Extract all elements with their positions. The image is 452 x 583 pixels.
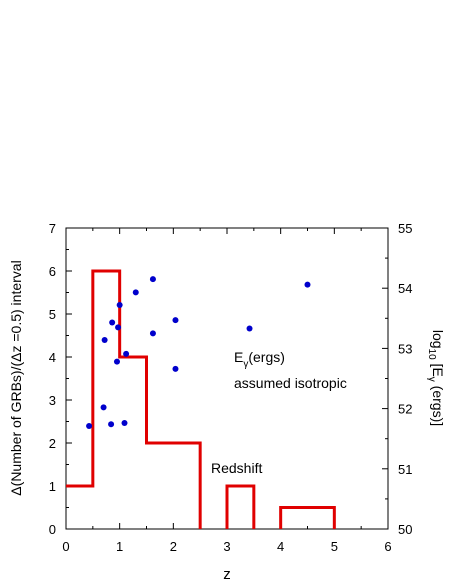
energy-point [304, 281, 311, 288]
energy-point [109, 319, 116, 326]
x-tick-labels: 0 1 2 3 4 5 6 [62, 539, 391, 554]
y-tick-label: 6 [49, 264, 56, 279]
redshift-annotation: Redshift [211, 460, 262, 476]
energy-units: (ergs) [248, 349, 285, 365]
energy-point [149, 276, 156, 283]
y-tick-label: 2 [49, 436, 56, 451]
y-right-log: log [430, 330, 446, 349]
y-axis-label-right: log10 [Eγ (ergs)] [426, 330, 446, 426]
energy-scatter-points [86, 276, 311, 430]
y-tick-label: 5 [49, 307, 56, 322]
y-tick-labels-left: 0 1 2 3 4 5 6 7 [49, 221, 56, 537]
y-right-units: (ergs)] [430, 382, 446, 426]
x-tick-label: 4 [277, 539, 284, 554]
energy-point [101, 336, 108, 343]
x-tick-label: 1 [116, 539, 123, 554]
isotropic-annotation: assumed isotropic [234, 375, 347, 391]
energy-point [246, 325, 253, 332]
energy-point [115, 324, 122, 331]
y-tick-label: 4 [49, 350, 56, 365]
x-tick-label: 6 [384, 539, 391, 554]
energy-point [116, 302, 123, 309]
y-axis-label-left: Δ(Number of GRBs)/(Δz =0.5) interval [8, 260, 24, 495]
energy-point [172, 317, 179, 324]
y-tick-label: 1 [49, 479, 56, 494]
x-axis-label: z [223, 566, 231, 583]
energy-point [86, 423, 93, 430]
energy-point [113, 358, 120, 365]
energy-annotation: Eγ(ergs) [234, 349, 285, 370]
y-right-e: [E [430, 360, 446, 377]
energy-gamma-sub: γ [243, 359, 248, 370]
y-right-sub10: 10 [426, 349, 437, 361]
energy-point [100, 404, 107, 411]
redshift-histogram [66, 269, 336, 529]
y-right-tick-label: 50 [398, 522, 412, 537]
y-right-tick-label: 52 [398, 402, 412, 417]
y-right-tick-label: 55 [398, 221, 412, 236]
y-right-tick-label: 51 [398, 462, 412, 477]
y-tick-label: 7 [49, 221, 56, 236]
energy-point [149, 330, 156, 337]
y-right-subgamma: γ [426, 377, 437, 382]
y-right-tick-label: 53 [398, 341, 412, 356]
y-tick-label: 3 [49, 393, 56, 408]
x-tick-label: 5 [331, 539, 338, 554]
energy-point [132, 289, 139, 296]
x-tick-label: 2 [170, 539, 177, 554]
energy-point [172, 365, 179, 372]
y-tick-labels-right: 50 51 52 53 54 55 [398, 221, 412, 537]
energy-point [123, 350, 130, 357]
y-right-tick-label: 54 [398, 281, 412, 296]
energy-point [108, 421, 115, 428]
energy-e: E [234, 349, 243, 365]
y-tick-label: 0 [49, 522, 56, 537]
x-tick-label: 3 [223, 539, 230, 554]
energy-point [121, 420, 128, 427]
x-tick-label: 0 [62, 539, 69, 554]
